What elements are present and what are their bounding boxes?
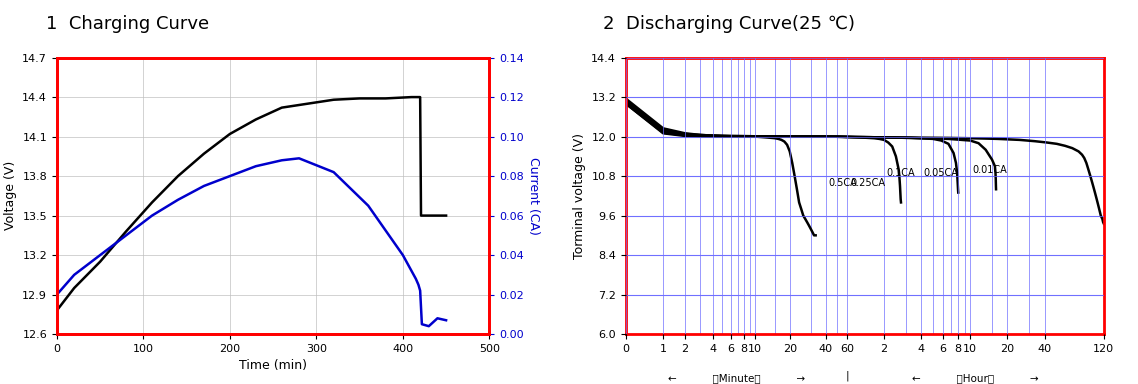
Y-axis label: Voltage (V): Voltage (V) [3,161,17,230]
X-axis label: Time (min): Time (min) [239,359,307,372]
Text: ←           〈Minute〉           →: ← 〈Minute〉 → [668,373,805,383]
Text: 2  Discharging Curve(25 ℃): 2 Discharging Curve(25 ℃) [603,15,855,33]
Text: ←           〈Hour〉           →: ← 〈Hour〉 → [913,373,1039,383]
Text: |: | [846,370,849,381]
Text: 0.01CA: 0.01CA [973,165,1007,175]
Text: 0.1CA: 0.1CA [887,168,915,178]
Text: 0.05CA: 0.05CA [924,168,958,178]
Text: 1  Charging Curve: 1 Charging Curve [46,15,208,33]
Y-axis label: Current (CA): Current (CA) [528,157,541,235]
Y-axis label: Torminal voltage (V): Torminal voltage (V) [572,133,586,259]
Text: 0.25CA: 0.25CA [851,178,885,188]
Text: 0.5CA: 0.5CA [828,178,857,188]
